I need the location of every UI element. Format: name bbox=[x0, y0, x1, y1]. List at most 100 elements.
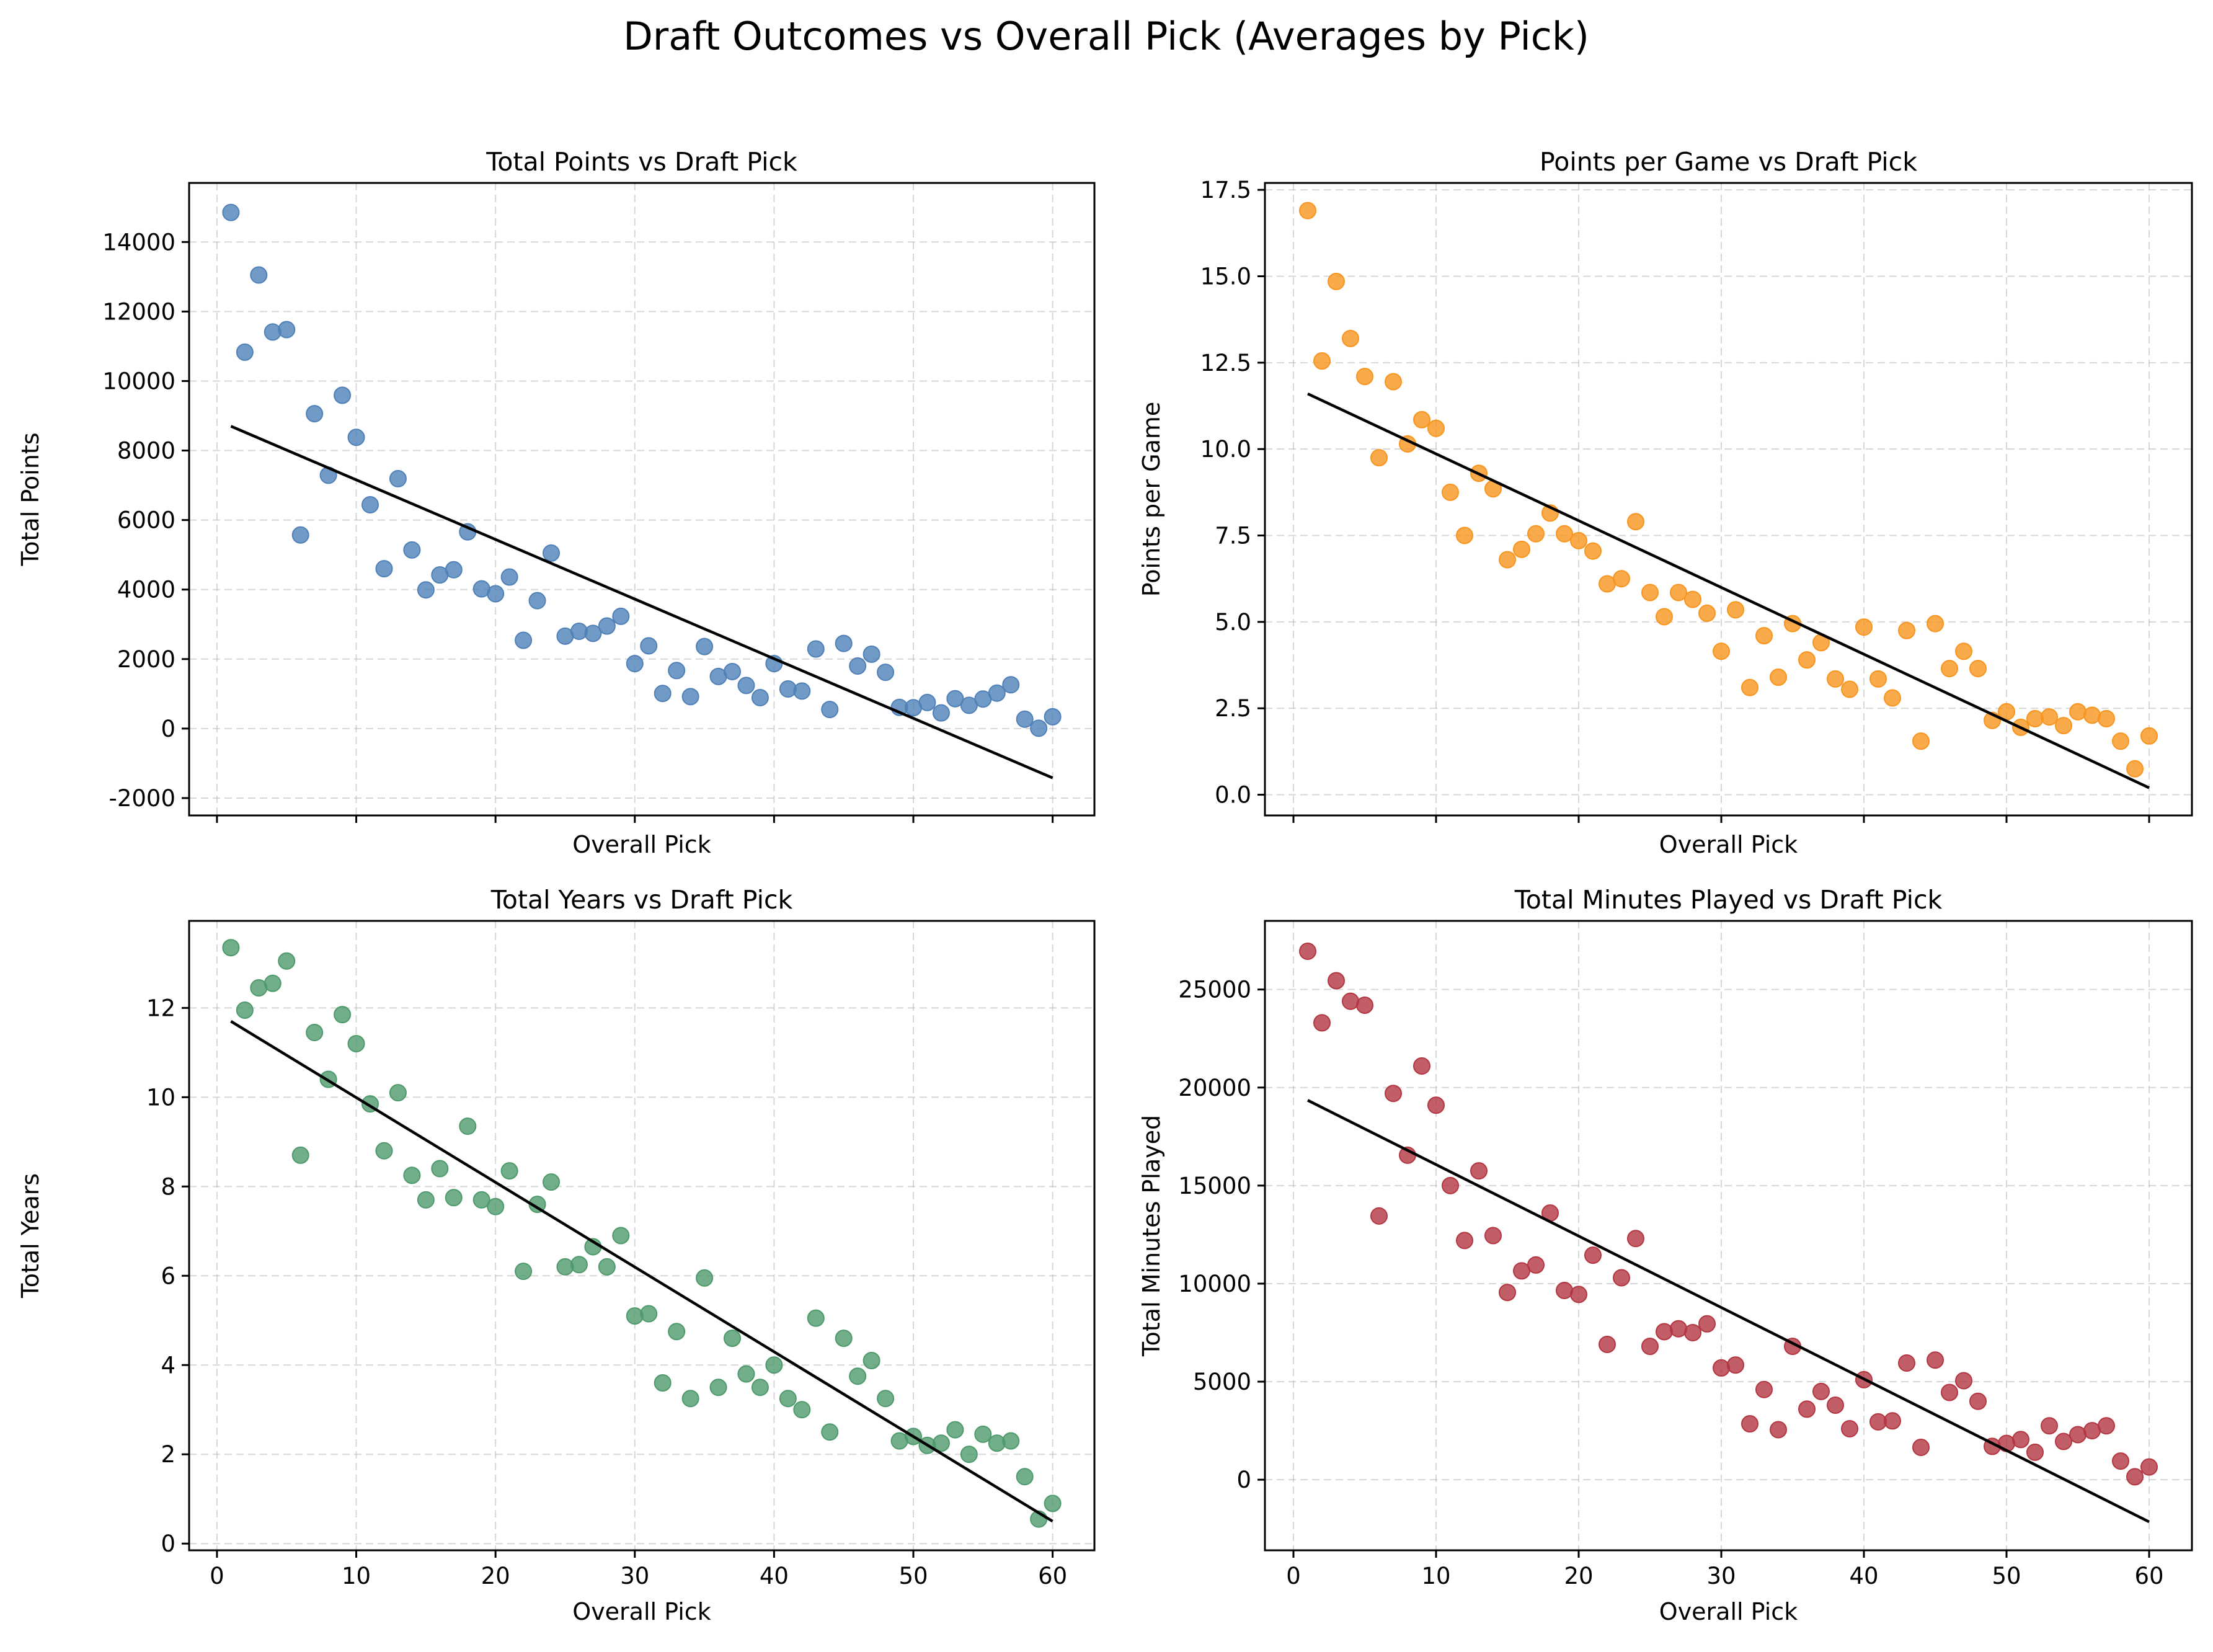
x-axis-label: Overall Pick bbox=[1659, 831, 1798, 858]
data-point bbox=[487, 1197, 505, 1215]
data-point bbox=[431, 1160, 449, 1178]
x-tick-label: 50 bbox=[1992, 1563, 2021, 1589]
data-point bbox=[1413, 1057, 1430, 1075]
data-point bbox=[1798, 1400, 1816, 1418]
data-point bbox=[347, 429, 365, 446]
data-point bbox=[2098, 1417, 2115, 1435]
data-point bbox=[1941, 1383, 1958, 1401]
data-point bbox=[1770, 1421, 1787, 1439]
figure-title: Draft Outcomes vs Overall Pick (Averages… bbox=[623, 14, 1589, 59]
data-point bbox=[2069, 703, 2087, 721]
data-point bbox=[1016, 1468, 1034, 1486]
data-point bbox=[1898, 621, 1915, 639]
data-point bbox=[1656, 608, 1673, 626]
data-point bbox=[1627, 1230, 1644, 1248]
data-point bbox=[1798, 651, 1816, 669]
data-point bbox=[487, 585, 505, 603]
trend-line bbox=[1306, 1099, 2150, 1524]
data-point bbox=[1641, 584, 1659, 602]
data-point bbox=[1698, 1315, 1716, 1333]
data-point bbox=[737, 677, 755, 695]
data-point bbox=[1898, 1354, 1915, 1372]
x-tick-label: 30 bbox=[1706, 1563, 1736, 1589]
data-point bbox=[1770, 668, 1787, 686]
data-point bbox=[1584, 542, 1602, 560]
trend-line bbox=[1307, 392, 2150, 789]
y-tick-label: 6 bbox=[161, 1263, 175, 1289]
data-point bbox=[347, 1034, 365, 1052]
data-point bbox=[1442, 483, 1459, 501]
plot-frame bbox=[1264, 920, 2193, 1552]
y-tick-label: 12 bbox=[146, 995, 175, 1021]
y-tick-label: 20000 bbox=[1178, 1075, 1251, 1101]
data-point bbox=[1527, 525, 1545, 543]
data-point bbox=[1827, 1397, 1844, 1414]
data-point bbox=[1456, 1232, 1473, 1250]
y-tick-label: 25000 bbox=[1178, 977, 1251, 1003]
data-point bbox=[1442, 1176, 1459, 1194]
data-point bbox=[445, 561, 463, 579]
data-point bbox=[236, 343, 254, 361]
data-point bbox=[1570, 531, 1587, 549]
data-point bbox=[222, 203, 240, 221]
data-point bbox=[1855, 618, 1873, 636]
x-tick-label: 0 bbox=[1286, 1563, 1301, 1589]
data-point bbox=[1755, 1380, 1773, 1398]
data-point bbox=[1356, 996, 1373, 1014]
data-point bbox=[1413, 411, 1430, 429]
data-point bbox=[1527, 1256, 1545, 1274]
data-point bbox=[640, 1305, 658, 1323]
data-point bbox=[1427, 419, 1445, 437]
data-point bbox=[2140, 727, 2158, 745]
subplot-3: 0 10 20 30 40 50 60 0 2 4 6 8 10 12 Total Years vs Dra… bbox=[17, 885, 1096, 1625]
data-point bbox=[417, 581, 435, 599]
data-point bbox=[1912, 1438, 1930, 1456]
data-point bbox=[1884, 1412, 1901, 1430]
data-point bbox=[1927, 615, 1944, 633]
data-point bbox=[1670, 584, 1687, 602]
data-point bbox=[737, 1365, 755, 1383]
data-point bbox=[709, 1379, 727, 1397]
x-tick-label: 10 bbox=[1421, 1563, 1450, 1589]
x-tick-label: 40 bbox=[760, 1563, 789, 1589]
data-point bbox=[1884, 689, 1901, 707]
data-point bbox=[863, 1352, 880, 1370]
data-point bbox=[1755, 627, 1773, 645]
x-tick-label: 60 bbox=[1038, 1563, 1067, 1589]
data-point bbox=[751, 1379, 769, 1397]
x-tick-label: 20 bbox=[481, 1563, 510, 1589]
trend-line bbox=[230, 425, 1053, 779]
data-point bbox=[1927, 1351, 1944, 1369]
data-point bbox=[1385, 373, 1402, 391]
y-tick-label: 0.0 bbox=[1215, 782, 1251, 809]
y-axis-label: Total Minutes Played bbox=[1138, 1115, 1165, 1357]
data-point bbox=[681, 688, 699, 706]
data-point bbox=[835, 634, 853, 652]
y-axis-label: Points per Game bbox=[1138, 402, 1165, 597]
data-point bbox=[528, 592, 546, 610]
data-point bbox=[668, 662, 686, 680]
y-tick-label: 0 bbox=[161, 1530, 175, 1557]
data-point bbox=[960, 1446, 978, 1463]
data-point bbox=[863, 645, 880, 663]
data-point bbox=[2069, 1426, 2087, 1444]
y-tick-label: 7.5 bbox=[1215, 523, 1251, 549]
data-point bbox=[696, 637, 714, 655]
data-point bbox=[306, 1023, 324, 1041]
data-point bbox=[1313, 352, 1331, 370]
data-point bbox=[1613, 1269, 1630, 1287]
data-point bbox=[598, 617, 616, 635]
data-point bbox=[793, 682, 811, 700]
data-point bbox=[459, 1117, 477, 1135]
data-point bbox=[807, 1309, 825, 1327]
data-point bbox=[932, 1434, 950, 1452]
data-point bbox=[1556, 525, 1573, 543]
data-point bbox=[1299, 943, 1316, 961]
x-tick-label: 40 bbox=[1849, 1563, 1878, 1589]
y-tick-label: 15.0 bbox=[1200, 263, 1251, 290]
data-point bbox=[681, 1390, 699, 1408]
data-point bbox=[515, 1263, 533, 1281]
data-point bbox=[2012, 1431, 2029, 1449]
